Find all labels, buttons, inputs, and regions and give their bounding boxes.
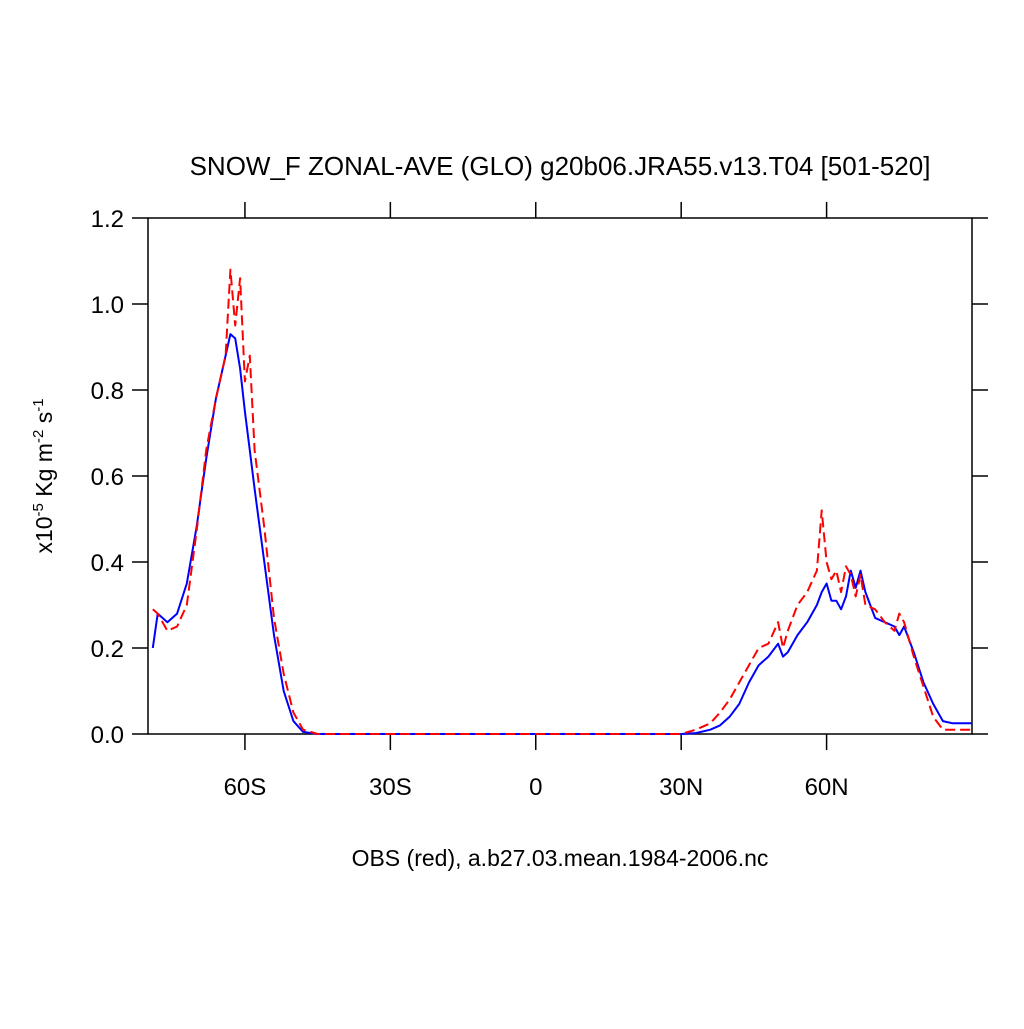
y-tick-label: 0.4 <box>91 550 124 577</box>
y-label-exponent: -1 <box>30 398 47 411</box>
y-label-exponent: -5 <box>30 503 47 516</box>
y-tick-label: 0.6 <box>91 464 124 491</box>
y-label-part: s <box>31 412 57 430</box>
y-label-exponent: -2 <box>30 430 47 443</box>
y-axis-label: x10-5 Kg m-2 s-1 <box>30 398 57 553</box>
data-line <box>152 268 972 735</box>
x-tick-label: 0 <box>529 774 542 801</box>
plot-frame <box>147 217 973 735</box>
y-tick-label: 0.2 <box>91 636 124 663</box>
y-tick-label: 1.2 <box>91 206 124 233</box>
x-axis-label: OBS (red), a.b27.03.mean.1984-2006.nc <box>352 845 769 871</box>
data-line <box>151 333 972 735</box>
x-tick-label: 30S <box>369 774 412 801</box>
y-label-part: Kg m <box>31 443 57 503</box>
chart-title: SNOW_F ZONAL-AVE (GLO) g20b06.JRA55.v13.… <box>190 151 931 181</box>
x-tick-label: 30N <box>659 774 703 801</box>
y-tick-label: 1.0 <box>91 292 124 319</box>
x-tick-label: 60N <box>805 774 849 801</box>
y-label-part: x10 <box>31 516 57 553</box>
y-tick-label: 0.8 <box>91 378 124 405</box>
x-tick-label: 60S <box>224 774 267 801</box>
y-tick-label: 0.0 <box>91 722 124 749</box>
